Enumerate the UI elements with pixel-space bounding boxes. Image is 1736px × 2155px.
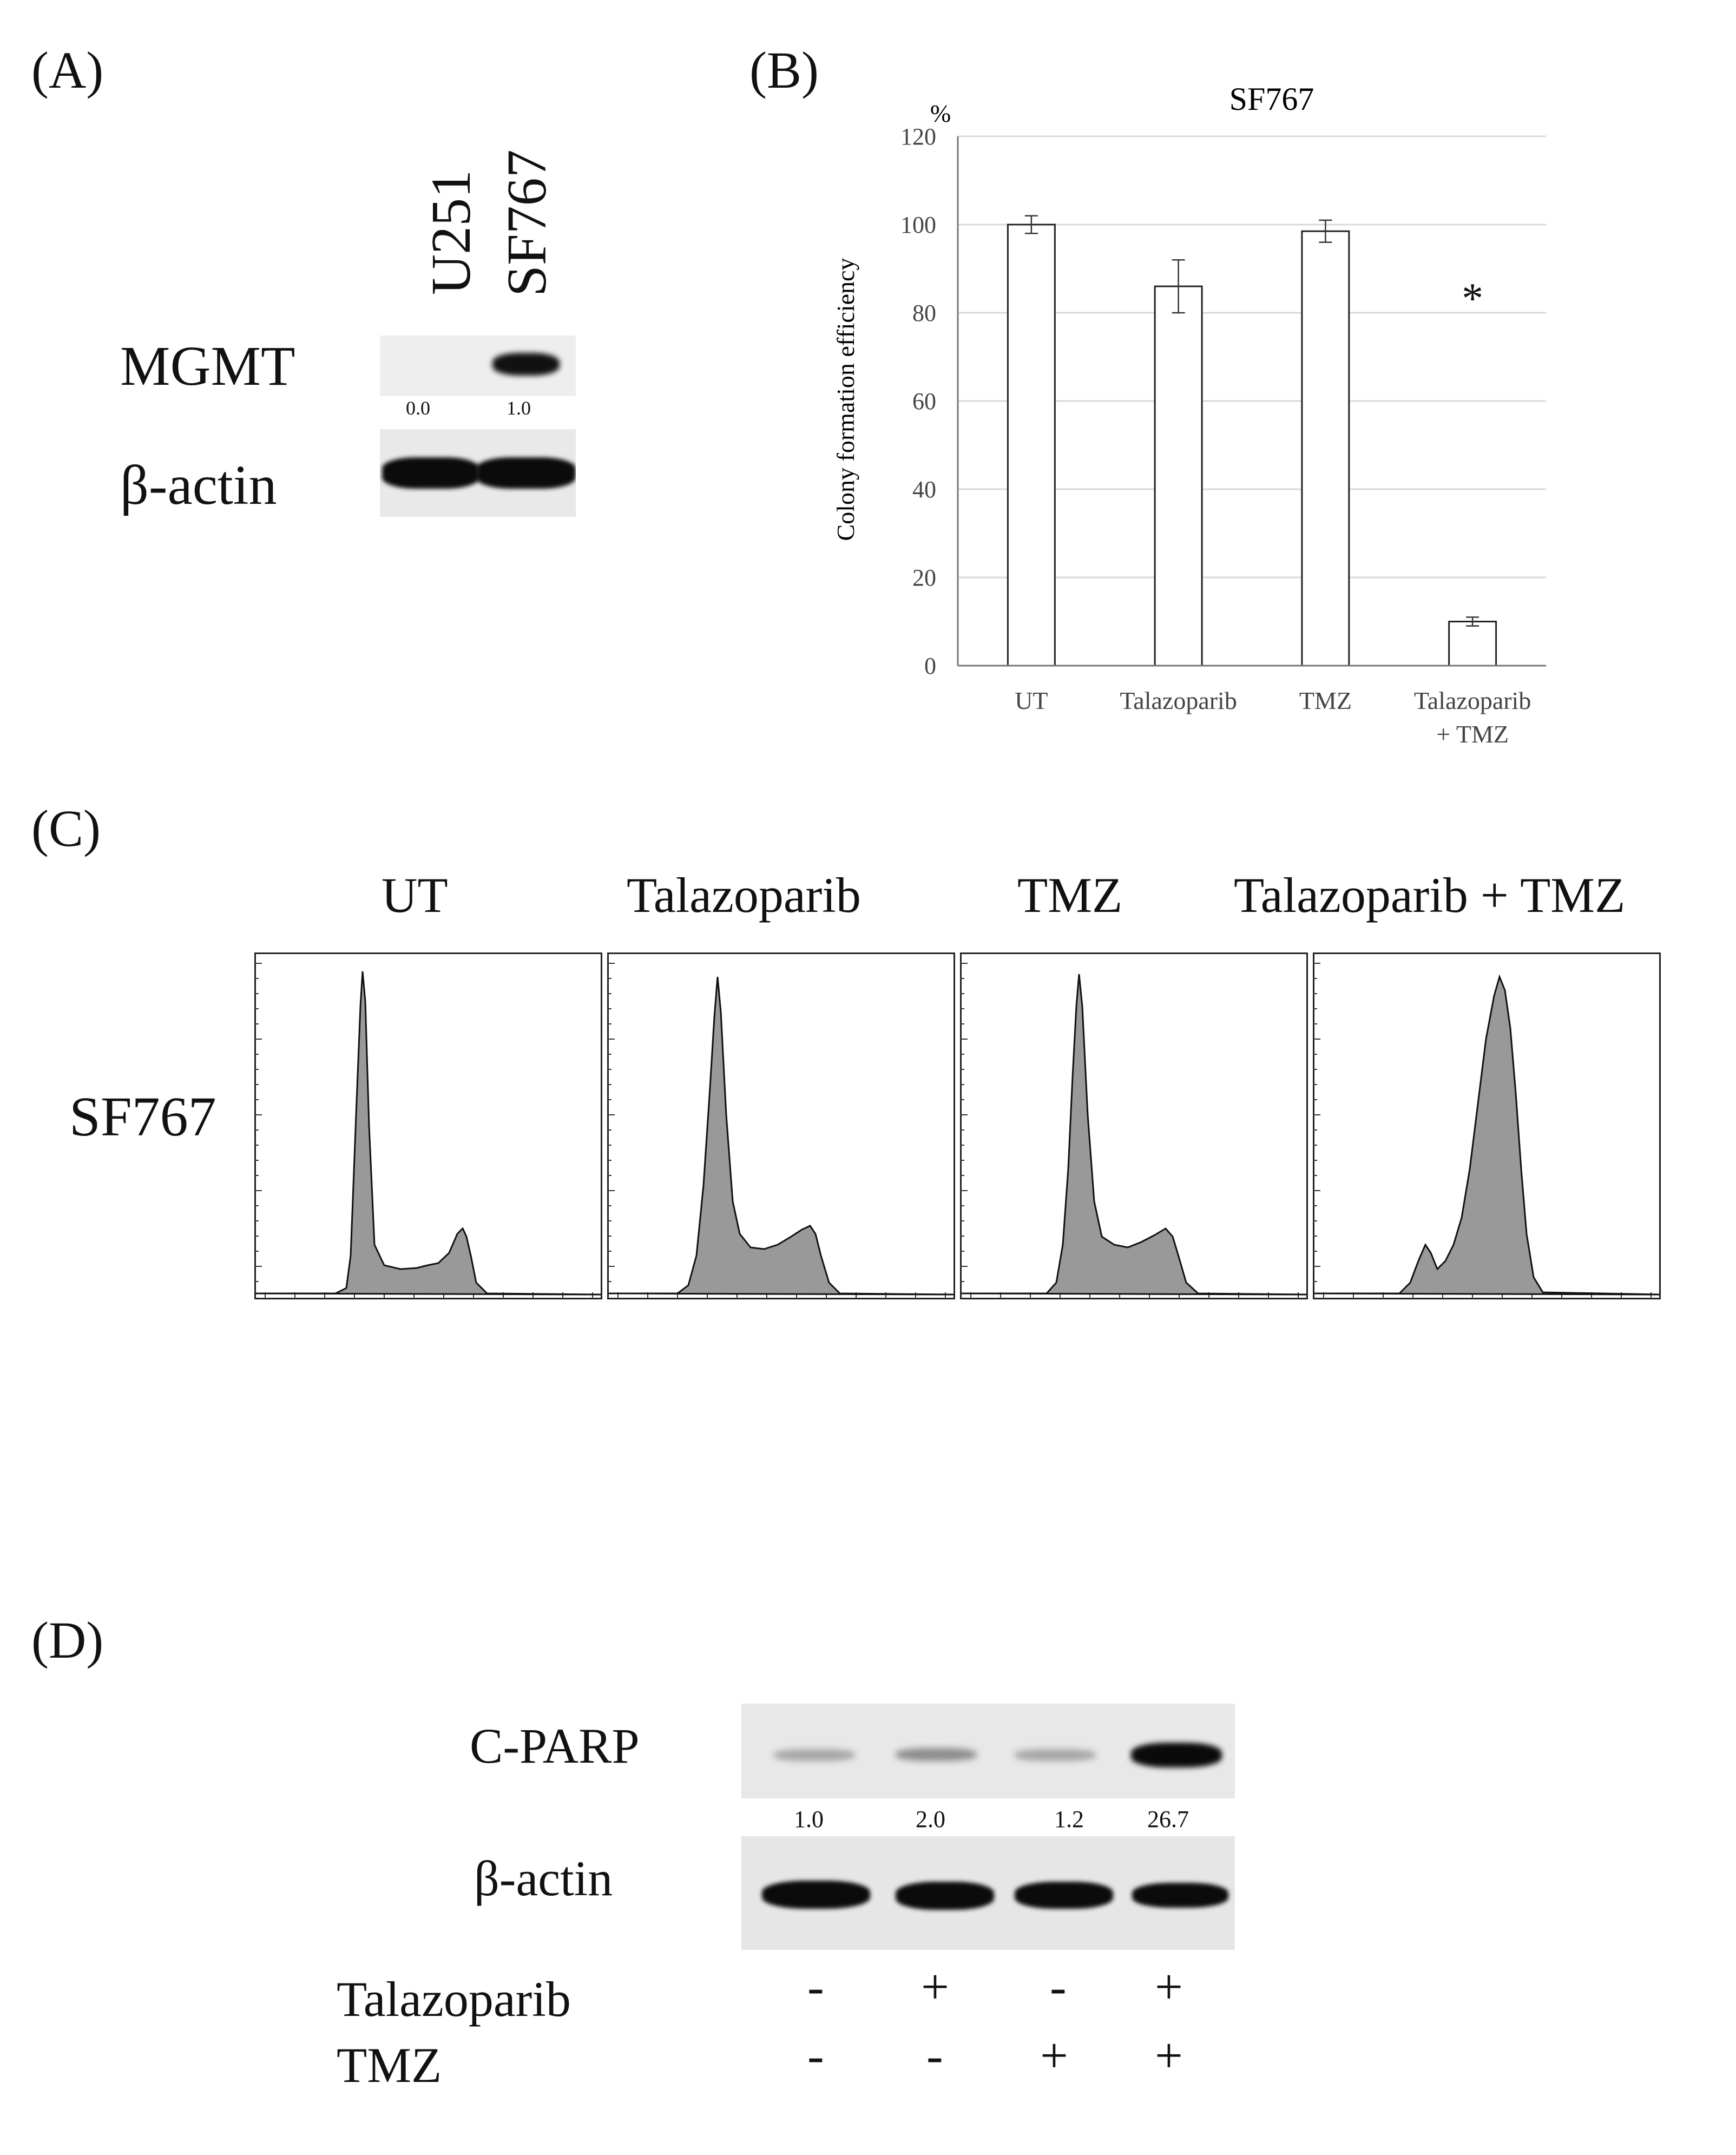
y-tick-label: 0 (924, 653, 936, 679)
histogram-talazoparib (607, 952, 955, 1299)
beta-actin-blot-d (741, 1836, 1235, 1950)
histogram-trace (961, 974, 1307, 1296)
y-tick-label: 60 (912, 388, 936, 415)
histogram-frame (607, 952, 955, 1299)
mgmt-label: MGMT (120, 335, 295, 397)
histogram-trace (1314, 974, 1660, 1296)
histogram-frame (254, 952, 602, 1299)
cparp-value-1: 1.0 (794, 1806, 824, 1832)
treatment-tmz-lane-4: + (1155, 2028, 1183, 2083)
x-tick-label: Talazoparib (1120, 687, 1237, 714)
y-axis-label: Colony formation efficiency (832, 258, 859, 541)
x-tick-label: UT (1015, 687, 1048, 714)
beta-actin-d-band-1 (762, 1881, 870, 1909)
y-unit: % (930, 100, 951, 127)
x-tick-labels: UT Talazoparib TMZ Talazoparib + TMZ (1015, 687, 1531, 748)
cparp-band-4 (1131, 1743, 1222, 1768)
mgmt-value-u251: 0.0 (406, 397, 430, 419)
beta-actin-band-u251 (382, 457, 479, 489)
x-tick-label: Talazoparib (1414, 687, 1531, 714)
treatment-talazoparib-lane-1: - (807, 1959, 824, 2014)
cparp-band-3 (1015, 1749, 1096, 1761)
col-header-talazoparib: Talazoparib (627, 868, 861, 923)
treatment-label-tmz: TMZ (337, 2038, 442, 2093)
cparp-band-2 (896, 1748, 977, 1761)
cparp-label: C-PARP (470, 1718, 640, 1773)
histogram-combination (1313, 952, 1661, 1299)
gridlines (958, 135, 1546, 579)
bars: * (1007, 215, 1497, 667)
mgmt-band-sf767 (492, 353, 560, 376)
bar (1007, 224, 1056, 667)
panel-c-label: (C) (31, 799, 101, 857)
y-tick-label: 40 (912, 476, 936, 503)
bar (1154, 285, 1203, 667)
beta-actin-band-sf767 (476, 457, 576, 489)
histogram-tmz (960, 952, 1308, 1299)
mgmt-blot (380, 336, 576, 396)
col-header-ut: UT (382, 868, 448, 923)
treatment-talazoparib-lane-2: + (921, 1959, 949, 2014)
col-header-tmz: TMZ (1017, 868, 1123, 923)
y-tick-labels: 0 20 40 60 80 100 120 (900, 123, 936, 679)
beta-actin-d-band-2 (896, 1882, 994, 1910)
row-label-sf767: SF767 (69, 1086, 216, 1148)
col-header-combination: Talazoparib + TMZ (1234, 868, 1626, 923)
histogram-trace (255, 971, 601, 1296)
beta-actin-label-a: β-actin (120, 454, 277, 516)
histogram-ticks (1313, 963, 1652, 1299)
y-tick-label: 20 (912, 564, 936, 591)
histogram-ticks (254, 963, 593, 1299)
treatment-tmz-lane-3: + (1040, 2028, 1068, 2083)
y-tick-label: 120 (900, 123, 936, 150)
treatment-label-talazoparib: Talazoparib (337, 1972, 571, 2027)
y-tick-label: 100 (900, 212, 936, 238)
panel-d-label: (D) (31, 1611, 104, 1669)
bar (1448, 621, 1497, 667)
x-tick-label: TMZ (1299, 687, 1352, 714)
histogram-trace (608, 976, 954, 1296)
cparp-blot (741, 1704, 1235, 1798)
y-tick-label: 80 (912, 300, 936, 326)
histogram-ut (254, 952, 602, 1299)
beta-actin-d-band-4 (1132, 1883, 1228, 1908)
treatment-talazoparib-lane-3: - (1050, 1959, 1067, 2014)
lane-label-sf767: SF767 (496, 149, 558, 297)
beta-actin-blot-a (380, 429, 576, 517)
cparp-value-4: 26.7 (1147, 1806, 1189, 1832)
histogram-frame (960, 952, 1308, 1299)
treatment-talazoparib-lane-4: + (1155, 1959, 1183, 2014)
cparp-value-2: 2.0 (916, 1806, 945, 1832)
chart-title: SF767 (1229, 87, 1314, 117)
panel-a-label: (A) (31, 41, 104, 99)
cparp-band-1 (774, 1749, 855, 1761)
lane-label-u251: U251 (420, 169, 482, 295)
histogram-frame (1313, 952, 1661, 1299)
treatment-tmz-lane-1: - (807, 2028, 824, 2083)
panel-b-label: (B) (749, 41, 819, 99)
mgmt-value-sf767: 1.0 (507, 397, 531, 419)
treatment-tmz-lane-2: - (926, 2028, 943, 2083)
beta-actin-label-d: β-actin (474, 1851, 613, 1906)
bar (1301, 230, 1350, 667)
beta-actin-d-band-3 (1015, 1882, 1113, 1909)
cparp-value-3: 1.2 (1054, 1806, 1084, 1832)
x-tick-label: + TMZ (1436, 720, 1509, 748)
colony-bar-chart: SF767 % Colony formation efficiency 0 20 4… (832, 87, 1546, 748)
significance-marker: * (1462, 275, 1483, 323)
